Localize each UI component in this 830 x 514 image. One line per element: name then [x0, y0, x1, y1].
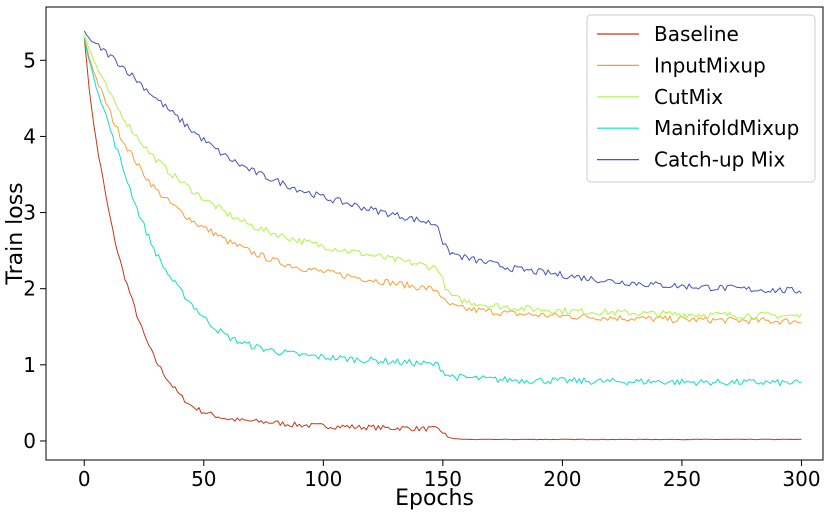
y-tick-label: 1 [23, 353, 36, 377]
x-tick-label: 300 [782, 467, 820, 491]
x-tick-label: 100 [304, 467, 342, 491]
legend: Baseline InputMixup CutMix ManifoldMixup Cat… [586, 14, 816, 183]
x-axis-title: Epochs [395, 486, 474, 511]
legend-box [586, 14, 816, 183]
y-tick-label: 4 [23, 124, 36, 148]
y-tick-label: 3 [23, 201, 36, 225]
legend-label: Catch-up Mix [654, 148, 785, 172]
x-tick-label: 200 [543, 467, 581, 491]
x-tick-label: 250 [663, 467, 701, 491]
series-line-1 [83, 38, 802, 441]
y-tick-label: 2 [23, 277, 36, 301]
x-tick-label: 150 [424, 467, 462, 491]
y-axis: 0 1 2 3 4 5 [23, 48, 46, 453]
legend-label: InputMixup [654, 53, 766, 77]
x-tick-label: 50 [191, 467, 216, 491]
y-tick-label: 5 [23, 48, 36, 72]
x-tick-label: 0 [78, 467, 91, 491]
legend-label: Baseline [654, 22, 739, 46]
y-axis-title: Train loss [3, 182, 28, 285]
x-axis: 0 50 100 150 200 250 300 [78, 460, 821, 491]
legend-label: CutMix [654, 85, 723, 109]
plot-frame [45, 6, 824, 461]
legend-label: ManifoldMixup [654, 116, 799, 140]
y-tick-label: 0 [23, 429, 36, 453]
series-line-5 [83, 30, 802, 294]
series-line-3 [83, 34, 802, 320]
series-layer [83, 30, 802, 441]
series-line-4 [83, 38, 802, 387]
